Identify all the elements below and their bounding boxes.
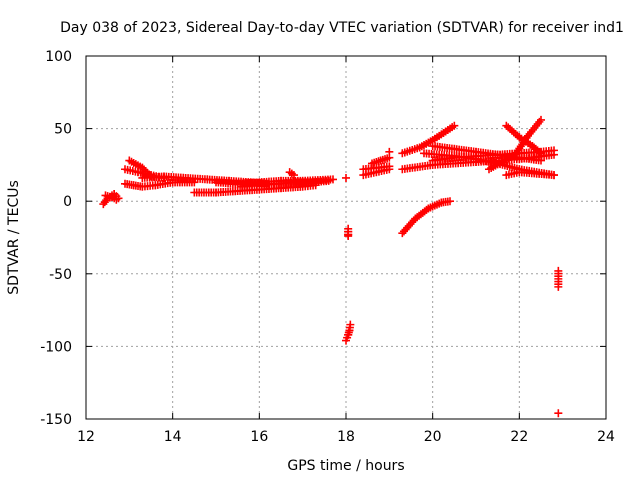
data-point	[550, 171, 558, 180]
data-point	[537, 156, 545, 165]
data-point	[554, 409, 563, 418]
data-point	[446, 197, 454, 206]
x-tick-label: 20	[424, 429, 442, 445]
data-points	[99, 115, 563, 418]
data-point	[513, 131, 522, 140]
y-axis-title: SDTVAR / TECUs	[6, 180, 22, 295]
y-tick-label: 100	[45, 49, 72, 65]
data-point	[346, 320, 355, 329]
x-axis-title: GPS time / hours	[287, 458, 404, 474]
data-point	[290, 171, 298, 180]
data-point	[324, 176, 333, 185]
data-point	[138, 163, 147, 172]
data-point	[385, 162, 394, 171]
x-tick-label: 16	[250, 429, 268, 445]
x-tick-label: 14	[164, 429, 182, 445]
y-tick-label: -100	[40, 339, 72, 355]
data-point	[114, 194, 123, 203]
y-tick-label: 50	[54, 122, 72, 138]
y-tick-label: 0	[63, 194, 72, 210]
data-point	[385, 147, 394, 156]
data-point	[344, 232, 353, 241]
data-point	[422, 205, 431, 214]
y-tick-label: -50	[49, 267, 72, 283]
grid	[86, 56, 606, 419]
x-tick-label: 24	[597, 429, 615, 445]
chart-title: Day 038 of 2023, Sidereal Day-to-day VTE…	[60, 20, 624, 36]
x-tick-label: 22	[510, 429, 528, 445]
x-tick-label: 18	[337, 429, 355, 445]
data-point	[537, 149, 545, 158]
data-point	[537, 115, 545, 124]
data-point	[450, 121, 459, 130]
x-tick-label: 12	[77, 429, 95, 445]
data-point	[554, 282, 563, 291]
data-point	[329, 175, 337, 184]
data-point	[535, 147, 544, 156]
y-tick-label: -150	[40, 412, 72, 428]
axis-ticks: 12 14 16 18 20 22 24 -150 -100 -50 0 50 100	[40, 49, 615, 445]
data-point	[550, 146, 558, 155]
data-point	[342, 173, 350, 182]
